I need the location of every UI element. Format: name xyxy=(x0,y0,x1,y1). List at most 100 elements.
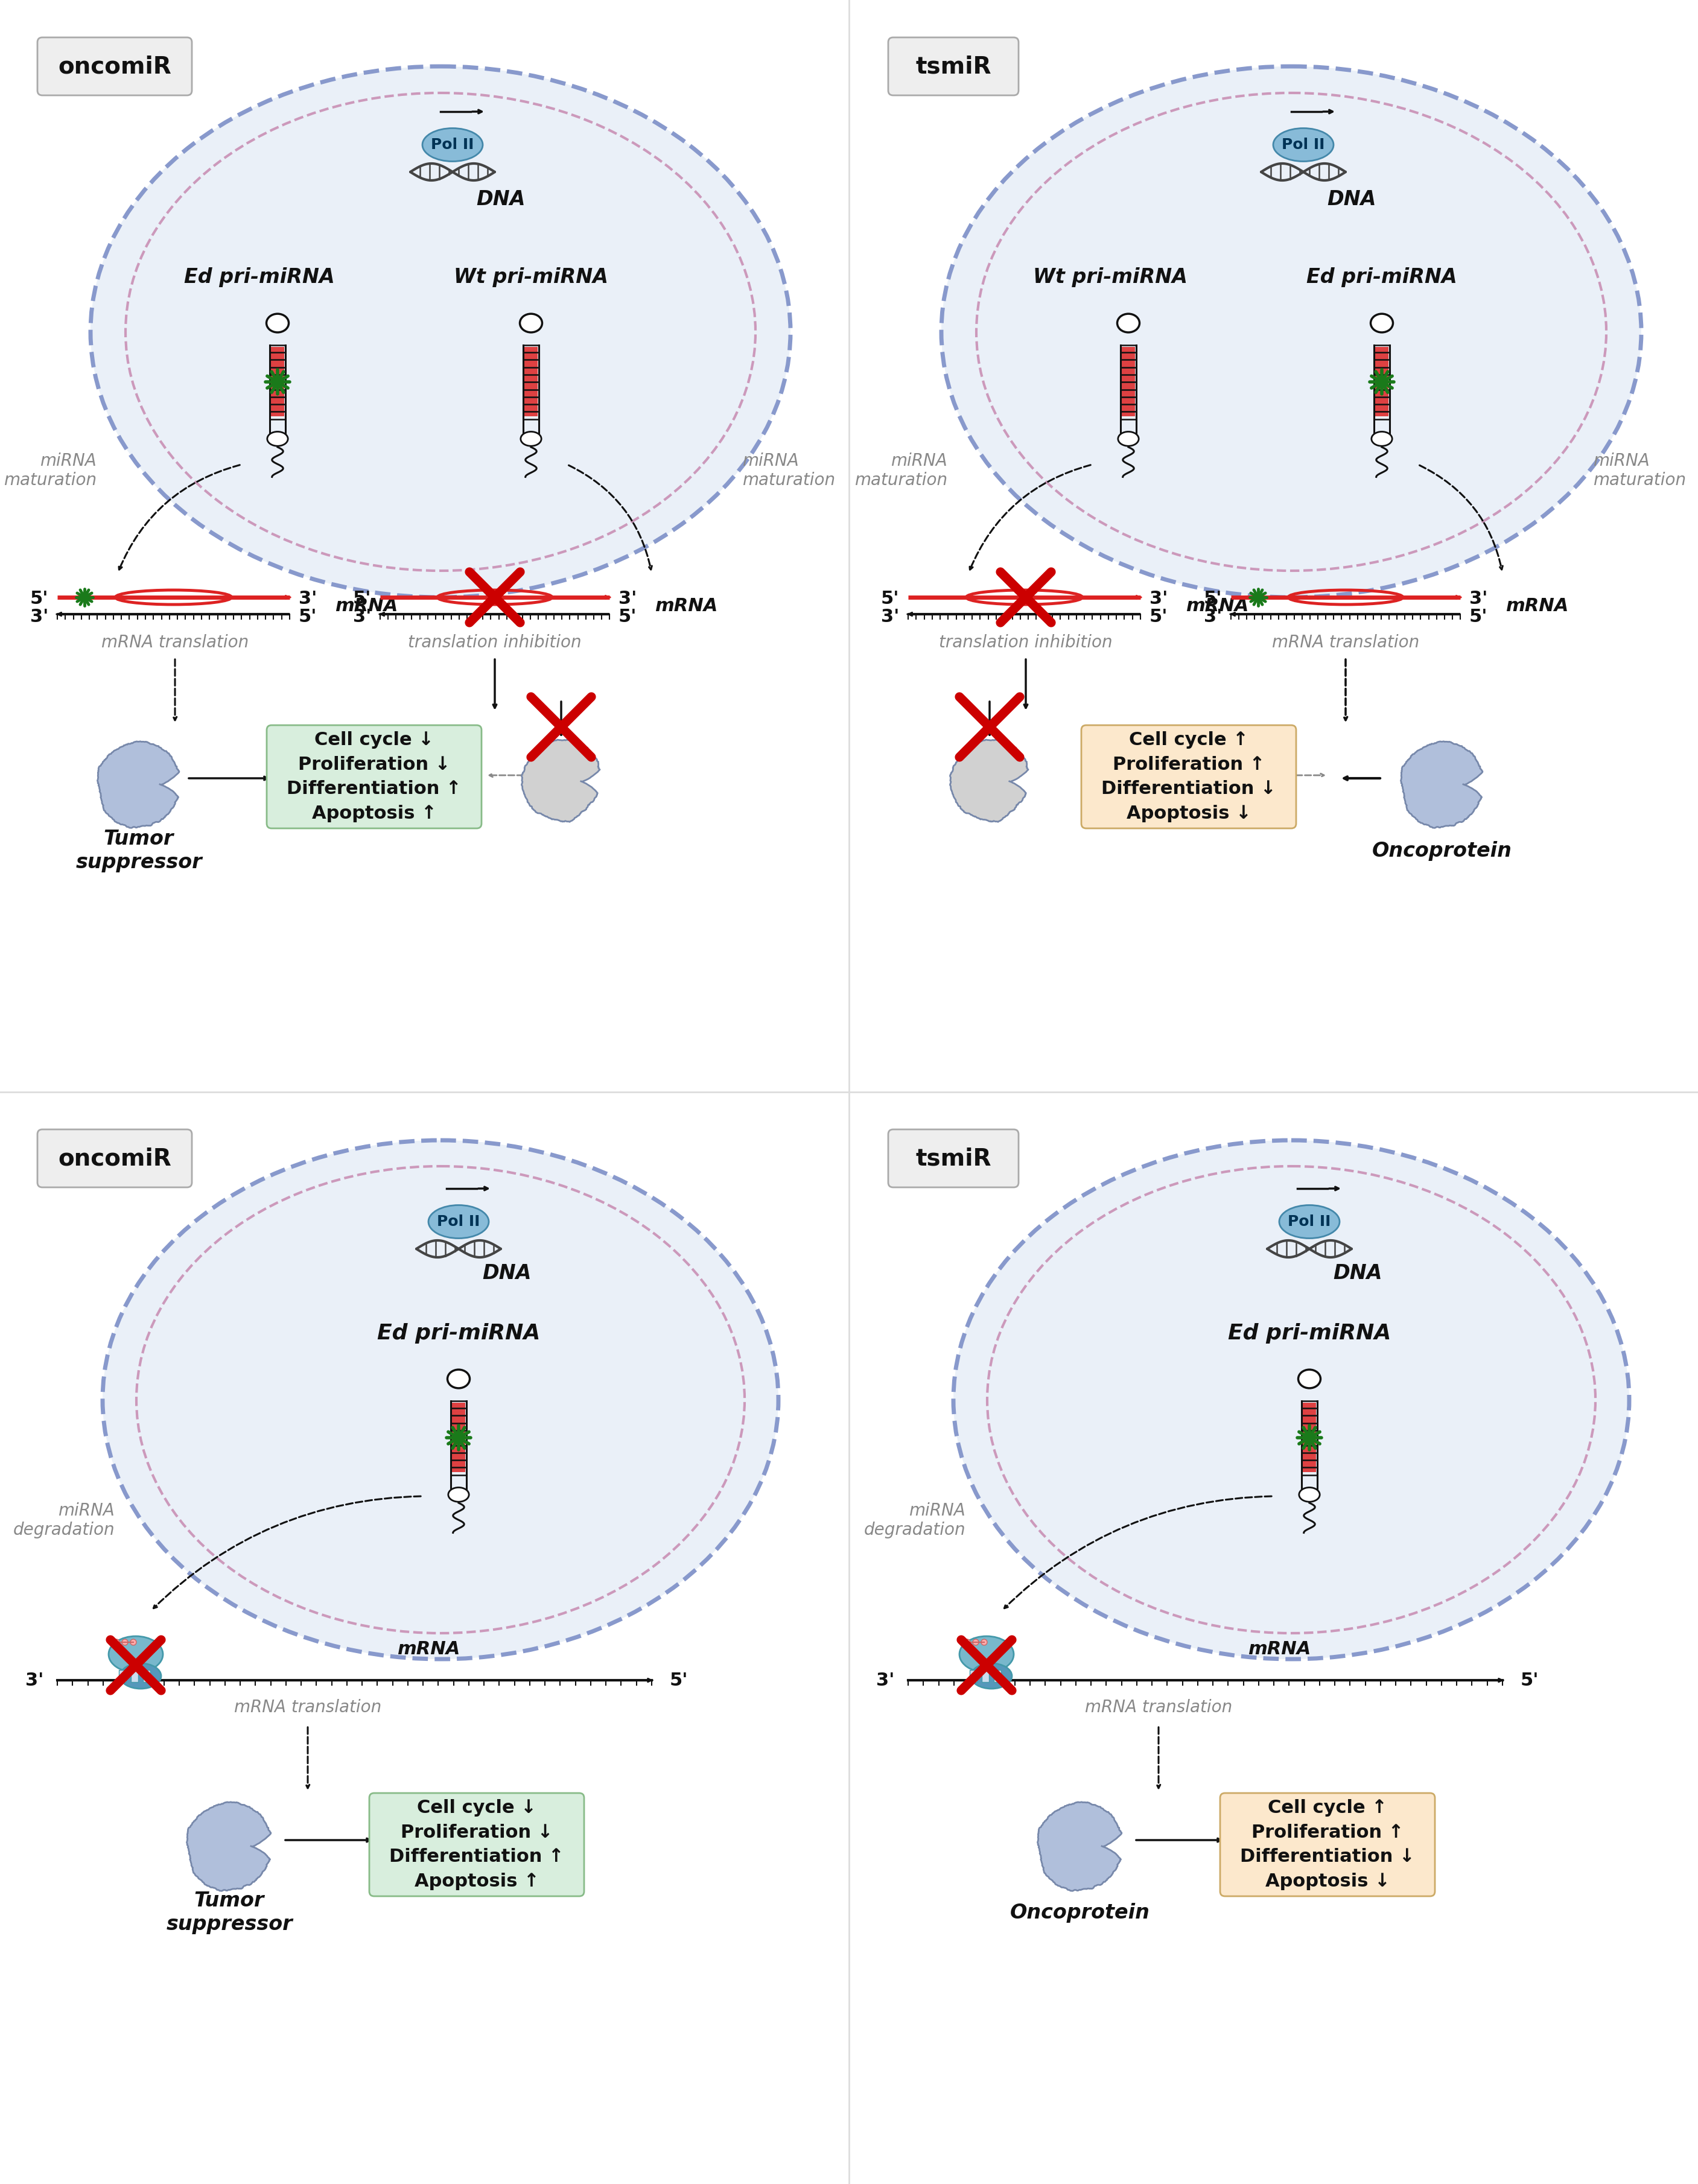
Polygon shape xyxy=(1401,740,1482,828)
Text: 5': 5' xyxy=(1150,607,1168,625)
Ellipse shape xyxy=(1299,1369,1321,1389)
Ellipse shape xyxy=(520,314,542,332)
Ellipse shape xyxy=(941,66,1642,596)
Text: 5': 5' xyxy=(1204,590,1223,607)
Text: 5': 5' xyxy=(353,590,372,607)
FancyBboxPatch shape xyxy=(888,1129,1019,1188)
Text: Cell cycle ↓
Proliferation ↓
Differentiation ↑
Apoptosis ↑: Cell cycle ↓ Proliferation ↓ Differentia… xyxy=(287,732,462,821)
Text: 3': 3' xyxy=(25,1671,44,1688)
Text: 5': 5' xyxy=(1469,607,1487,625)
Ellipse shape xyxy=(448,1487,469,1503)
Ellipse shape xyxy=(981,1640,987,1645)
Text: miRNA
maturation: miRNA maturation xyxy=(742,452,835,489)
Text: Pol II: Pol II xyxy=(1282,138,1324,153)
Polygon shape xyxy=(1037,1802,1122,1891)
Text: 3': 3' xyxy=(881,607,898,625)
FancyBboxPatch shape xyxy=(1221,1793,1435,1896)
Text: oncomiR: oncomiR xyxy=(58,55,171,79)
Ellipse shape xyxy=(964,1640,970,1645)
Text: Tumor
suppressor: Tumor suppressor xyxy=(75,830,202,871)
Text: 5': 5' xyxy=(618,607,637,625)
Bar xyxy=(131,1671,138,1682)
Text: Ed pri-miRNA: Ed pri-miRNA xyxy=(183,269,335,288)
Ellipse shape xyxy=(109,1636,163,1673)
Text: Ed pri-miRNA: Ed pri-miRNA xyxy=(1306,269,1457,288)
Ellipse shape xyxy=(1370,314,1392,332)
Ellipse shape xyxy=(267,314,289,332)
Text: 3': 3' xyxy=(1469,590,1487,607)
Ellipse shape xyxy=(428,1206,489,1238)
Text: miRNA
maturation: miRNA maturation xyxy=(3,452,97,489)
Text: 3': 3' xyxy=(353,607,372,625)
Text: Cell cycle ↑
Proliferation ↑
Differentiation ↓
Apoptosis ↓: Cell cycle ↑ Proliferation ↑ Differentia… xyxy=(1102,732,1277,821)
Ellipse shape xyxy=(90,66,791,596)
Text: 5': 5' xyxy=(669,1671,688,1688)
Text: 3': 3' xyxy=(618,590,637,607)
Text: DNA: DNA xyxy=(475,190,525,210)
Text: Wt pri-miRNA: Wt pri-miRNA xyxy=(1032,269,1187,288)
Text: mRNA: mRNA xyxy=(397,1640,460,1658)
Text: DNA: DNA xyxy=(1328,190,1377,210)
Text: mRNA: mRNA xyxy=(335,596,397,614)
Bar xyxy=(119,1671,126,1682)
Ellipse shape xyxy=(1279,1206,1340,1238)
FancyBboxPatch shape xyxy=(37,37,192,96)
Bar xyxy=(525,347,538,415)
FancyBboxPatch shape xyxy=(368,1793,584,1896)
Text: Wt pri-miRNA: Wt pri-miRNA xyxy=(453,269,608,288)
Text: Cell cycle ↓
Proliferation ↓
Differentiation ↑
Apoptosis ↑: Cell cycle ↓ Proliferation ↓ Differentia… xyxy=(389,1800,564,1889)
Text: miRNA
degradation: miRNA degradation xyxy=(14,1503,115,1538)
Bar xyxy=(452,1402,465,1472)
Ellipse shape xyxy=(114,1640,119,1645)
Bar xyxy=(1375,347,1389,415)
Bar xyxy=(993,1671,1002,1682)
Ellipse shape xyxy=(973,1640,978,1645)
Ellipse shape xyxy=(959,1636,1014,1673)
FancyBboxPatch shape xyxy=(888,37,1019,96)
Bar xyxy=(1122,347,1136,415)
Text: 3': 3' xyxy=(1204,607,1223,625)
Ellipse shape xyxy=(267,432,289,446)
Text: oncomiR: oncomiR xyxy=(58,1147,171,1171)
Text: miRNA
maturation: miRNA maturation xyxy=(854,452,947,489)
Text: Pol II: Pol II xyxy=(436,1214,481,1230)
Ellipse shape xyxy=(121,1664,161,1688)
Text: 5': 5' xyxy=(1521,1671,1538,1688)
Bar xyxy=(981,1671,988,1682)
Ellipse shape xyxy=(122,1640,127,1645)
Text: miRNA
degradation: miRNA degradation xyxy=(864,1503,966,1538)
Text: mRNA: mRNA xyxy=(1248,1640,1311,1658)
Text: mRNA: mRNA xyxy=(1185,596,1248,614)
Polygon shape xyxy=(949,740,1029,821)
Text: Tumor
suppressor: Tumor suppressor xyxy=(166,1891,292,1935)
Text: Pol II: Pol II xyxy=(1287,1214,1331,1230)
Text: mRNA translation: mRNA translation xyxy=(1272,633,1420,651)
Text: mRNA translation: mRNA translation xyxy=(102,633,248,651)
Polygon shape xyxy=(521,740,599,821)
Bar xyxy=(970,1671,976,1682)
Text: 3': 3' xyxy=(876,1671,895,1688)
Ellipse shape xyxy=(448,1369,470,1389)
Text: 5': 5' xyxy=(31,590,48,607)
FancyBboxPatch shape xyxy=(267,725,482,828)
FancyBboxPatch shape xyxy=(1082,725,1296,828)
Text: miRNA
maturation: miRNA maturation xyxy=(1593,452,1686,489)
Ellipse shape xyxy=(521,432,542,446)
Ellipse shape xyxy=(1117,314,1139,332)
Text: 5': 5' xyxy=(881,590,898,607)
Ellipse shape xyxy=(131,1640,136,1645)
Text: Oncoprotein: Oncoprotein xyxy=(1372,841,1513,860)
Text: 3': 3' xyxy=(299,590,318,607)
Text: Oncoprotein: Oncoprotein xyxy=(1010,1902,1150,1922)
Ellipse shape xyxy=(1372,432,1392,446)
FancyBboxPatch shape xyxy=(37,1129,192,1188)
Text: translation inhibition: translation inhibition xyxy=(408,633,582,651)
Ellipse shape xyxy=(971,1664,1012,1688)
Text: 3': 3' xyxy=(31,607,48,625)
Bar xyxy=(143,1671,149,1682)
Polygon shape xyxy=(187,1802,270,1891)
Text: tsmiR: tsmiR xyxy=(915,55,992,79)
Text: mRNA translation: mRNA translation xyxy=(234,1699,382,1717)
Ellipse shape xyxy=(102,1140,778,1660)
Bar xyxy=(1302,1402,1316,1472)
